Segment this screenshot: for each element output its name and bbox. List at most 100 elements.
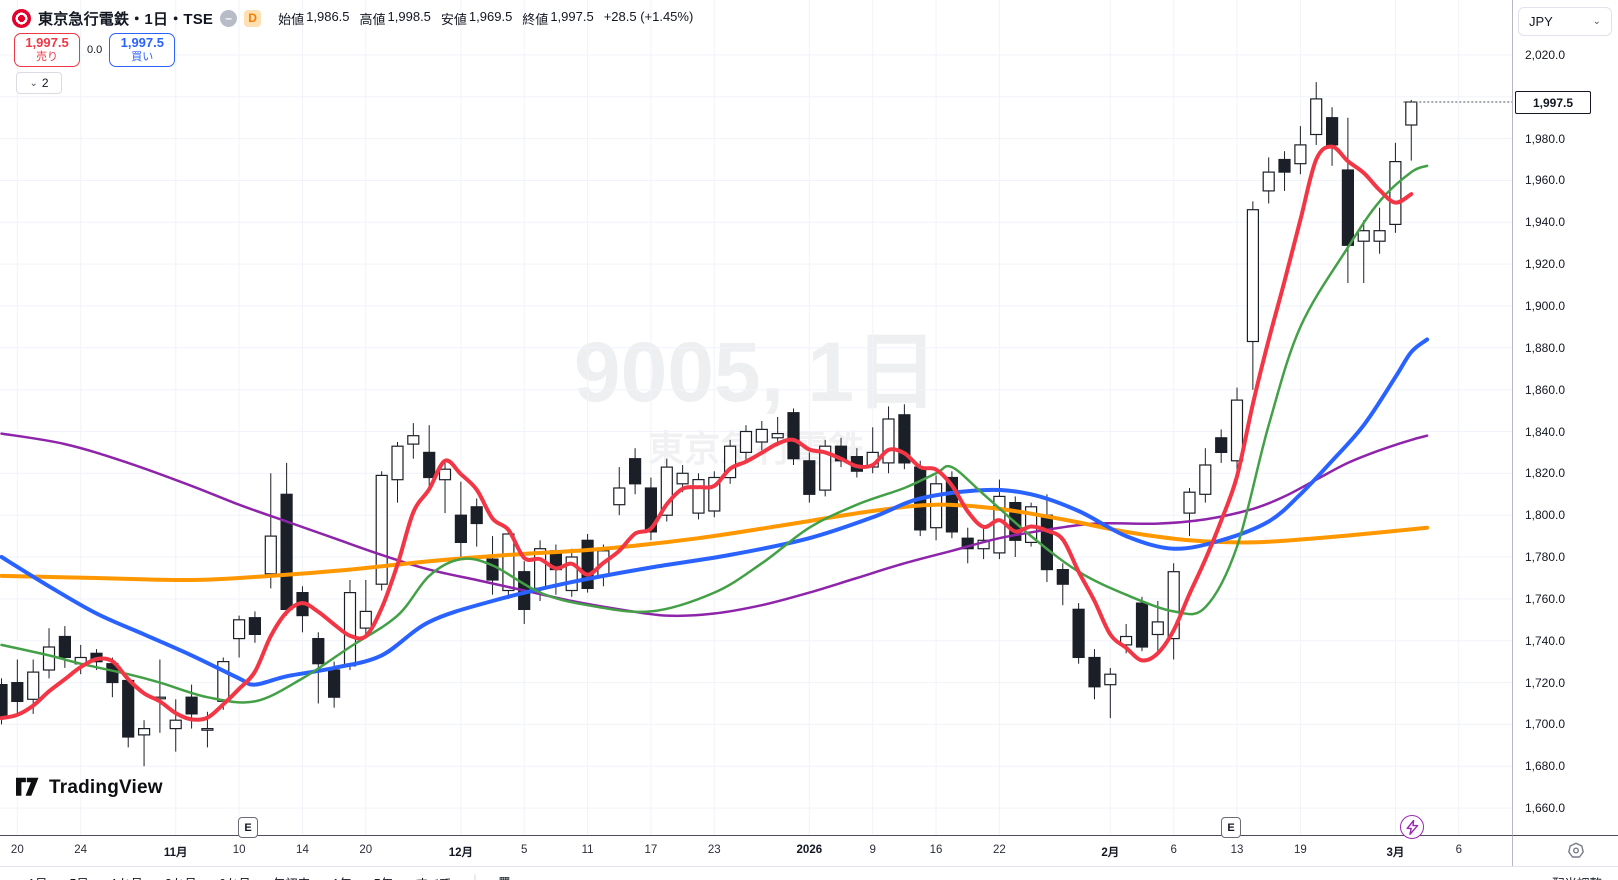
range-button[interactable]: 年初来	[273, 873, 311, 880]
candle-up	[169, 719, 182, 730]
currency-label: JPY	[1529, 14, 1553, 29]
tradingview-logo-icon	[16, 777, 39, 796]
object-tree-collapse-button[interactable]: ⌄ 2	[16, 72, 62, 94]
candle-down	[787, 412, 800, 460]
low-value: 安値 1,969.5	[440, 8, 513, 27]
range-button[interactable]: 5年	[374, 873, 393, 880]
symbol-title[interactable]: 東京急行電鉄・1日・TSE	[38, 10, 214, 28]
candle-up	[1405, 101, 1418, 126]
range-selector[interactable]: 1日 5日 1か月 3か月 6か月 年初来 1年 5年 すべて | ▦	[28, 873, 510, 880]
buy-button[interactable]: 1,997.5 買い	[109, 33, 176, 67]
range-button[interactable]: 1年	[332, 873, 351, 880]
price-tick-label: 1,940.0	[1525, 215, 1566, 230]
ohlc-row: 始値 1,986.5 高値 1,998.5 安値 1,969.5 終値 1,997.5 …	[278, 9, 693, 28]
lightning-bolt-icon	[1406, 819, 1418, 835]
candle-up	[565, 556, 578, 592]
candle-up	[27, 671, 40, 700]
grid-lines	[0, 0, 1512, 835]
candle-up	[1246, 209, 1260, 343]
candle-down	[1278, 158, 1291, 173]
close-value: 終値 1,997.5	[522, 8, 594, 27]
price-tick-label: 1,720.0	[1525, 675, 1566, 690]
range-button[interactable]: 5日	[69, 873, 88, 880]
candle-down	[328, 669, 341, 698]
candle-down	[11, 681, 24, 702]
price-tick-label: 1,840.0	[1525, 424, 1566, 439]
candle-up	[771, 433, 784, 439]
range-button[interactable]: 1日	[28, 873, 47, 880]
candle-up	[359, 610, 372, 629]
time-tick-label: 20	[359, 844, 373, 856]
candle-down	[1040, 514, 1054, 571]
price-tick-label: 1,980.0	[1525, 131, 1566, 146]
change-value: +28.5 (+1.45%)	[603, 8, 694, 24]
range-button[interactable]: 3か月	[165, 873, 197, 880]
sell-button[interactable]: 1,997.5 売り	[14, 33, 80, 67]
candle-down	[628, 458, 642, 485]
candles-layer	[0, 82, 1418, 767]
range-button[interactable]: 6か月	[219, 873, 251, 880]
candle-up	[502, 533, 515, 592]
time-tick-label: 14	[296, 844, 309, 856]
time-axis[interactable]: 20 24 11月 10 14 20 12月 5 11 17 23 2026 9 16 22 2月 6 13 19 3…	[0, 835, 1512, 867]
calendar-icon[interactable]: ▦	[499, 873, 511, 880]
market-closed-icon: –	[220, 9, 238, 27]
latest-events-icon[interactable]	[1400, 815, 1424, 839]
candle-up	[692, 479, 705, 514]
time-tick-label: 16	[929, 844, 943, 856]
price-tick-label: 1,880.0	[1525, 340, 1566, 355]
candle-up	[201, 727, 214, 731]
range-button[interactable]: 1か月	[111, 873, 143, 880]
candle-up	[343, 591, 357, 667]
time-tick-label: 10	[232, 844, 246, 856]
ma-line	[0, 337, 1430, 687]
candle-down	[122, 679, 135, 738]
earnings-marker[interactable]: E	[1221, 817, 1241, 838]
price-tick-label: 1,700.0	[1525, 717, 1566, 732]
candle-down	[644, 487, 658, 533]
candle-down	[1215, 437, 1228, 453]
tradingview-attribution[interactable]: TradingView	[16, 776, 163, 800]
price-axis[interactable]: JPY ⌄ 2,020.02,000.01,980.01,960.01,940.…	[1512, 0, 1618, 866]
candle-up	[739, 430, 753, 453]
candlestick-chart[interactable]	[0, 0, 1512, 835]
delayed-data-badge[interactable]: D	[244, 9, 262, 27]
spread-value: 0.0	[87, 44, 103, 56]
range-button[interactable]: すべて	[415, 873, 451, 880]
ma-line	[0, 432, 1429, 618]
high-value: 高値 1,998.5	[359, 8, 431, 27]
candle-up	[1151, 621, 1164, 636]
trade-panel: 1,997.5 売り 0.0 1,997.5 買い	[14, 33, 176, 67]
candle-up	[1357, 230, 1370, 242]
candle-up	[375, 474, 388, 585]
indicator-count: 2	[41, 76, 49, 90]
candle-up	[819, 445, 832, 491]
price-tick-label: 2,020.0	[1525, 47, 1566, 62]
candle-up	[1183, 491, 1196, 514]
gear-icon[interactable]	[1566, 841, 1586, 861]
candle-up	[1230, 399, 1244, 462]
candle-down	[1135, 602, 1149, 648]
candle-up	[1389, 161, 1402, 226]
candle-up	[723, 445, 737, 479]
ma-line	[0, 164, 1429, 704]
candle-up	[1119, 635, 1133, 646]
candle-up	[138, 727, 151, 736]
ma-line-fast	[0, 144, 1414, 722]
candle-down	[581, 539, 594, 589]
candle-down	[1088, 656, 1101, 688]
currency-selector[interactable]: JPY ⌄	[1518, 7, 1612, 36]
chart-pane[interactable]: 9005, 1日 東京急行電鉄	[0, 0, 1512, 835]
time-tick-label: 23	[707, 844, 721, 856]
dividend-adjust-toggle[interactable]: 配当調整	[1552, 873, 1602, 880]
time-tick-label: 6	[1455, 844, 1462, 856]
candle-down	[1325, 117, 1339, 146]
time-tick-label: 11	[581, 844, 594, 856]
price-tick-label: 1,760.0	[1525, 591, 1566, 606]
earnings-marker[interactable]: E	[238, 817, 258, 838]
candle-down	[58, 635, 72, 658]
candle-down	[0, 683, 8, 719]
candle-down	[1072, 608, 1085, 658]
last-price-label: 1,997.5	[1515, 91, 1591, 114]
